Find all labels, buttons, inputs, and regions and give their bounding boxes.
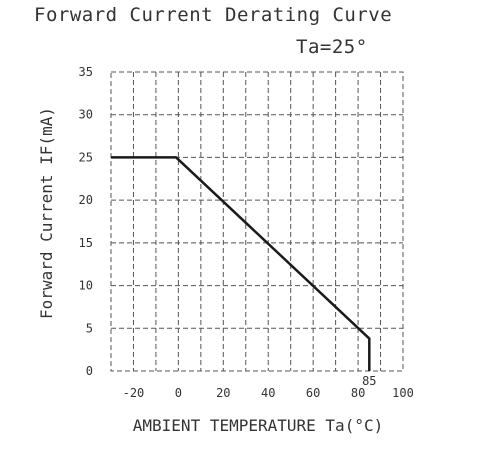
x-tick-label: 0 [175,386,182,400]
x-axis-label: AMBIENT TEMPERATURE Ta(°C) [133,416,383,435]
x-tick-label: 20 [216,386,230,400]
x-tick-label: 100 [392,386,414,400]
y-axis-label: Forward Current IF(mA) [37,107,56,319]
y-tick-label: 30 [79,108,93,122]
series-layer [111,156,371,371]
y-tick-label: 15 [79,236,93,250]
grid-lines [110,71,404,372]
x-tick-label: 40 [261,386,275,400]
chart-subtitle: Ta=25° [296,36,368,58]
y-tick-label: 20 [79,193,93,207]
tick-labels: -20 0 20 40 60 80 100 0 5 10 15 20 25 30 35 85 [79,65,414,400]
y-tick-label: 35 [79,65,93,79]
y-tick-label: 5 [86,321,93,335]
plot-frame [110,71,404,372]
y-tick-label: 25 [79,150,93,164]
y-tick-label: 0 [86,364,93,378]
x-tick-label: -20 [123,386,145,400]
derating-curve-line [111,156,371,371]
chart-title: Forward Current Derating Curve [34,4,393,26]
y-tick-label: 10 [79,279,93,293]
annotation-85: 85 [362,374,376,388]
x-tick-label: 80 [351,386,365,400]
x-tick-label: 60 [306,386,320,400]
